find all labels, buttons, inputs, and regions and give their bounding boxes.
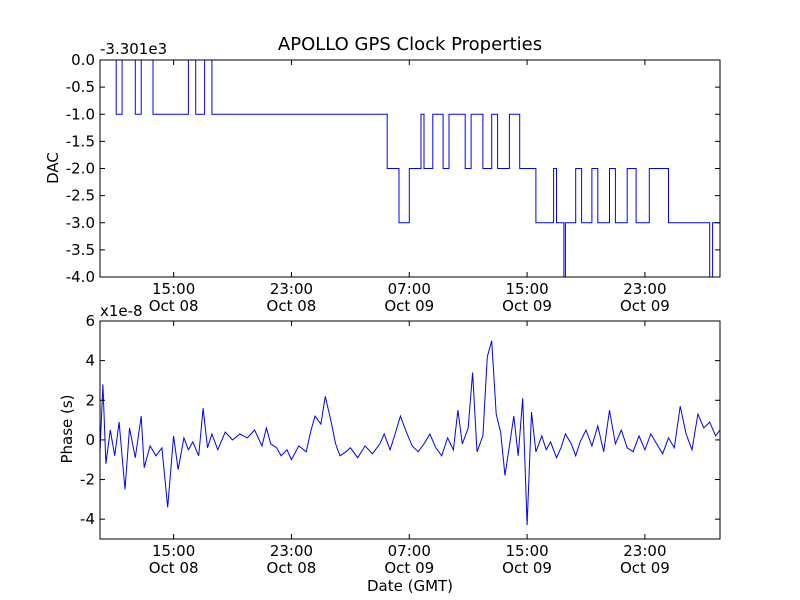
phase-xtick-label-date: Oct 08 xyxy=(267,559,317,577)
dac-plot-frame xyxy=(99,59,721,278)
dac-ytick-label: 0.0 xyxy=(71,51,95,69)
phase-panel: x1e-8 Phase (s) Date (GMT) 6 4 2 0 -2 -4 15:00… xyxy=(58,302,721,595)
dac-series-line xyxy=(100,59,720,278)
dac-xtick-label-date: Oct 08 xyxy=(267,297,317,315)
dac-ytick-label: -0.5 xyxy=(66,78,95,96)
chart-title: APOLLO GPS Clock Properties xyxy=(278,34,542,55)
dac-xtick-label-time: 15:00 xyxy=(505,280,548,298)
phase-xtick-label-date: Oct 09 xyxy=(384,559,434,577)
phase-xtick-label-date: Oct 08 xyxy=(149,559,199,577)
phase-series-line xyxy=(99,340,721,526)
dac-ylabel: DAC xyxy=(44,152,62,184)
phase-ylabel: Phase (s) xyxy=(58,394,76,463)
dac-series-group xyxy=(100,59,720,278)
dac-ytick-label: -2.0 xyxy=(66,160,95,178)
phase-xtick-label-time: 07:00 xyxy=(388,542,431,560)
phase-xtick-label-time: 15:00 xyxy=(152,542,195,560)
phase-plot-frame xyxy=(99,320,721,540)
phase-ytick-label: 2 xyxy=(85,391,95,409)
dac-xtick-label-date: Oct 09 xyxy=(620,297,670,315)
phase-ytick-label: 6 xyxy=(85,312,95,330)
phase-ytick-label: -4 xyxy=(80,510,95,528)
phase-xtick-label-time: 15:00 xyxy=(505,542,548,560)
phase-ytick-label: 0 xyxy=(85,431,95,449)
dac-xtick-label-time: 23:00 xyxy=(623,280,666,298)
phase-xtick-label-date: Oct 09 xyxy=(502,559,552,577)
dac-ytick-label: -3.0 xyxy=(66,214,95,232)
dac-xtick-label-time: 15:00 xyxy=(152,280,195,298)
dac-xtick-label-date: Oct 09 xyxy=(384,297,434,315)
dac-offset-label: -3.301e3 xyxy=(100,40,167,58)
dac-ytick-label: -1.0 xyxy=(66,105,95,123)
phase-ytick-label: 4 xyxy=(85,352,95,370)
dac-ytick-label: -4.0 xyxy=(66,268,95,286)
phase-xlabel: Date (GMT) xyxy=(367,577,453,595)
dac-panel: -3.301e3 DAC 0.0 -0.5 -1.0 -1.5 -2.0 -2.5 -3.0… xyxy=(44,40,721,315)
phase-ytick-label: -2 xyxy=(80,471,95,489)
phase-xtick-label-date: Oct 09 xyxy=(620,559,670,577)
phase-xtick-label-time: 23:00 xyxy=(623,542,666,560)
dac-ytick-label: -2.5 xyxy=(66,187,95,205)
phase-xtick-label-time: 23:00 xyxy=(270,542,313,560)
dac-xtick-label-time: 23:00 xyxy=(270,280,313,298)
phase-series-group xyxy=(99,340,721,526)
dac-ticks-group: 0.0 -0.5 -1.0 -1.5 -2.0 -2.5 -3.0 -3.5 -4.0 15:00… xyxy=(66,51,720,315)
dac-xtick-label-date: Oct 09 xyxy=(502,297,552,315)
dac-xtick-label-date: Oct 08 xyxy=(149,297,199,315)
dac-ytick-label: -1.5 xyxy=(66,132,95,150)
dac-ytick-label: -3.5 xyxy=(66,241,95,259)
phase-offset-label: x1e-8 xyxy=(100,302,143,320)
dac-xtick-label-time: 07:00 xyxy=(388,280,431,298)
